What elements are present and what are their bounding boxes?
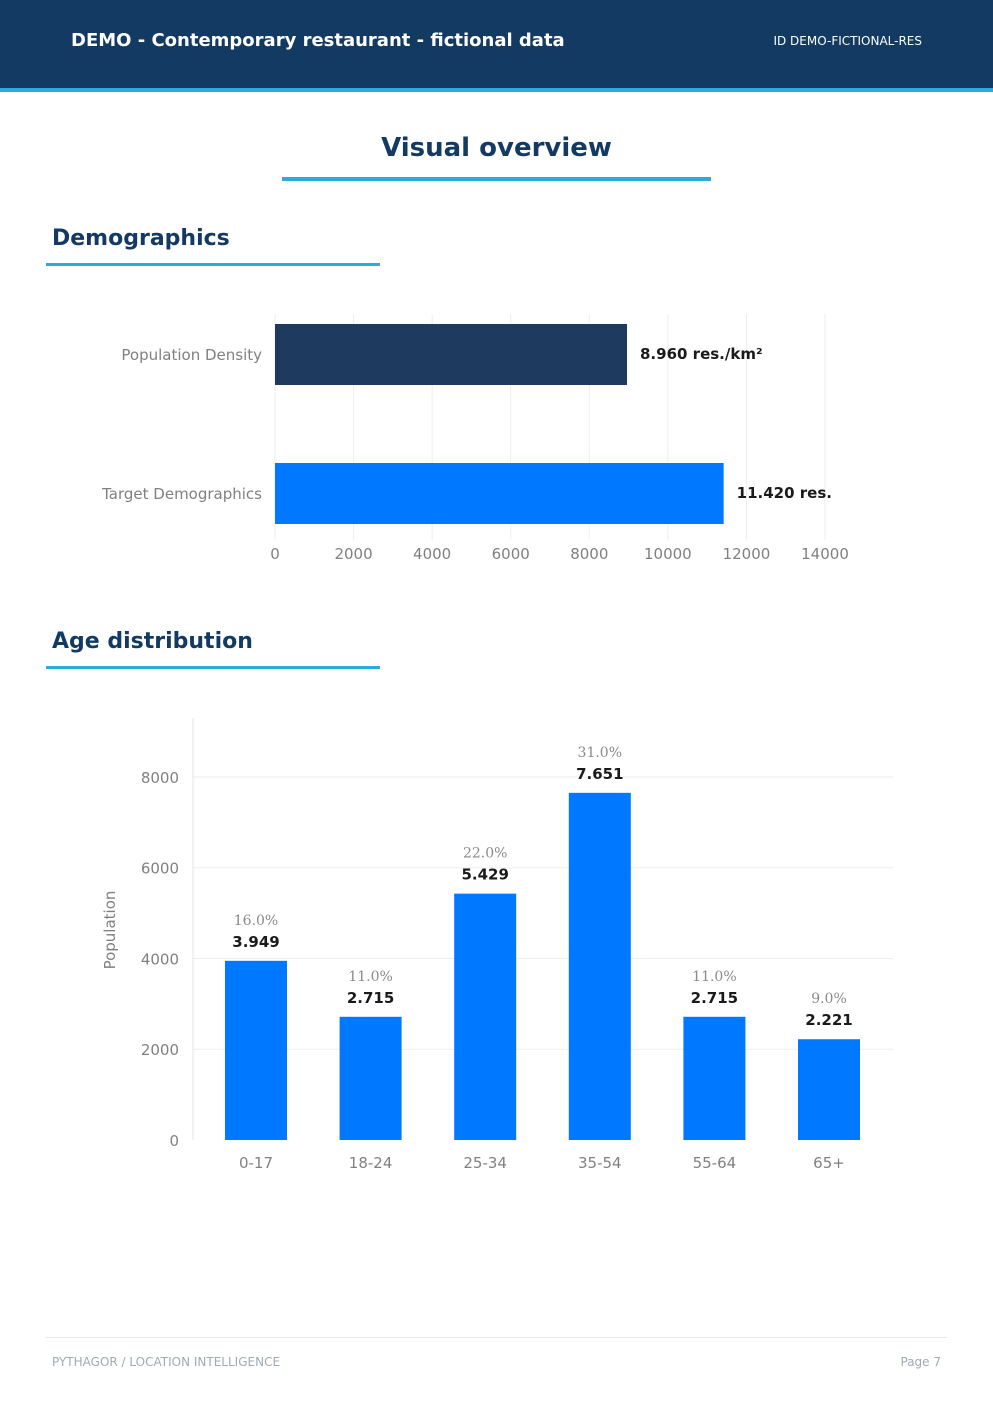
x-tick-label: 8000	[570, 545, 608, 563]
x-tick-label: 12000	[723, 545, 771, 563]
section-underline-age-distribution	[46, 666, 380, 669]
x-tick-label: 2000	[334, 545, 372, 563]
bar	[225, 960, 287, 1140]
data-label: 2.715	[691, 989, 738, 1007]
section-title-age-distribution: Age distribution	[52, 629, 253, 654]
percent-label: 22.0%	[463, 846, 507, 862]
x-tick-label: 25-34	[463, 1154, 507, 1172]
y-tick-label: 6000	[141, 860, 179, 878]
percent-label: 9.0%	[811, 991, 847, 1007]
bar	[798, 1039, 860, 1140]
data-label: 7.651	[576, 765, 623, 783]
y-axis-title: Population	[101, 891, 119, 970]
category-label: Population Density	[121, 346, 262, 364]
x-tick-label: 55-64	[693, 1154, 737, 1172]
data-label: 2.221	[805, 1011, 852, 1029]
report-id: ID DEMO-FICTIONAL-RES	[773, 34, 922, 48]
y-tick-label: 8000	[141, 769, 179, 787]
report-header: DEMO - Contemporary restaurant - fiction…	[0, 0, 993, 92]
data-label: 2.715	[347, 989, 394, 1007]
bar	[568, 792, 631, 1140]
x-tick-label: 0	[270, 545, 280, 563]
page-title-underline	[282, 177, 711, 181]
data-label: 8.960 res./km²	[640, 345, 763, 363]
bar	[339, 1016, 402, 1140]
section-title-demographics: Demographics	[52, 226, 230, 251]
bar	[275, 324, 627, 385]
demographics-chart: 0 2000 4000 6000 8000 10000 12000 14000 Populati…	[101, 314, 849, 563]
footer-page-number: Page 7	[900, 1355, 942, 1369]
x-tick-label: 10000	[644, 545, 692, 563]
y-tick-label: 4000	[141, 950, 179, 968]
bar	[683, 1016, 746, 1140]
data-label: 3.949	[232, 933, 279, 951]
x-tick-label: 14000	[801, 545, 849, 563]
footer-divider	[46, 1337, 947, 1338]
footer-brand: PYTHAGOR / LOCATION INTELLIGENCE	[52, 1355, 281, 1369]
x-tick-label: 6000	[492, 545, 530, 563]
category-label: Target Demographics	[101, 485, 262, 503]
bar	[454, 893, 517, 1140]
age-distribution-chart: 0 2000 4000 6000 8000 Population 3.949 16.0% 0-1…	[101, 718, 893, 1172]
data-label: 11.420 res.	[737, 484, 832, 502]
bar	[275, 463, 724, 524]
y-tick-label: 0	[169, 1132, 179, 1150]
x-tick-label: 35-54	[578, 1154, 622, 1172]
x-tick-label: 18-24	[349, 1154, 393, 1172]
x-tick-label: 0-17	[239, 1154, 273, 1172]
percent-label: 31.0%	[578, 745, 622, 761]
report-title: DEMO - Contemporary restaurant - fiction…	[71, 30, 565, 51]
section-underline-demographics	[46, 263, 380, 266]
y-tick-label: 2000	[141, 1041, 179, 1059]
x-tick-label: 65+	[813, 1154, 845, 1172]
data-label: 5.429	[461, 866, 508, 884]
percent-label: 16.0%	[234, 913, 278, 929]
x-tick-label: 4000	[413, 545, 451, 563]
page-title: Visual overview	[381, 133, 612, 163]
percent-label: 11.0%	[692, 969, 736, 985]
percent-label: 11.0%	[348, 969, 392, 985]
